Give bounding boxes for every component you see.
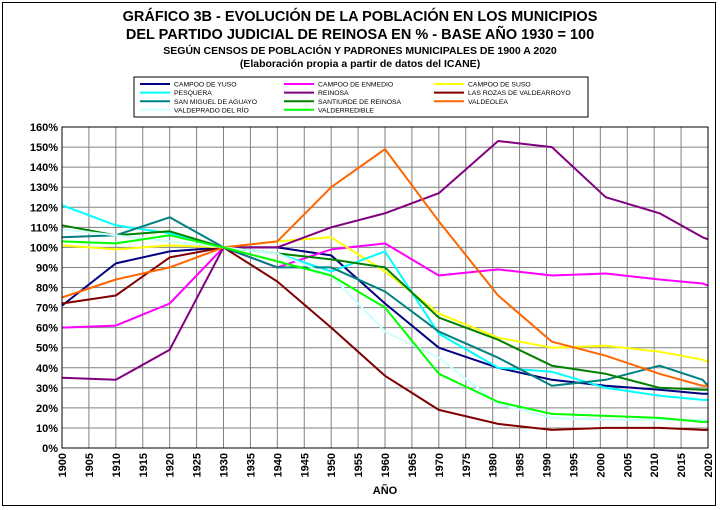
y-tick-label: 20% [36,403,58,415]
series-line-las-rozas-de-valdearroyo [61,246,708,431]
x-tick-label: 1905 [84,453,96,477]
chart-subtitle: SEGÚN CENSOS DE POBLACIÓN Y PADRONES MUN… [163,45,557,57]
series-line-san-miguel-de-aguayo [61,216,709,387]
series-lines [61,140,709,431]
series-line-valdeprado-del-r-o [61,228,708,421]
y-tick-label: 100% [30,242,58,254]
series-line-valdeolea [61,148,708,387]
y-tick-label: 130% [30,182,58,194]
legend-label: VALDEOLEA [468,99,508,106]
series-line-valderredible [61,234,708,423]
plot-border [61,126,709,449]
y-tick-label: 10% [36,423,58,435]
series-line-santiurde-de-reinosa [61,224,708,391]
x-tick-label: 1930 [219,453,231,477]
x-tick-label: 1915 [138,453,150,477]
x-tick-label: 2015 [676,453,688,477]
chart-title-line-2: DEL PARTIDO JUDICIAL DE REINOSA EN % - B… [125,27,595,43]
y-tick-label: 110% [30,222,58,234]
legend-label: LAS ROZAS DE VALDEARROYO [468,90,571,97]
x-tick-label: 1950 [326,453,338,477]
y-tick-label: 120% [30,202,58,214]
series-line-reinosa [61,140,709,381]
legend-label: VALDEPRADO DEL RÍO [174,105,249,114]
y-tick-label: 70% [36,303,58,315]
x-tick-label: 1900 [57,453,69,477]
x-tick-label: 1975 [461,453,473,477]
x-axis-title: AÑO [373,484,398,497]
x-tick-label: 1970 [434,453,446,477]
x-tick-label: 1940 [272,453,284,477]
x-tick-label: 1960 [380,453,392,477]
legend-box [133,76,589,118]
y-tick-label: 140% [30,162,58,174]
x-tick-label: 1935 [245,453,257,477]
x-tick-label: 1945 [299,453,311,477]
y-tick-label: 50% [36,343,58,355]
x-tick-label: 2010 [649,453,661,477]
x-tick-label: 1995 [568,453,580,477]
x-tick-label: 2005 [622,453,634,477]
x-tick-label: 1910 [111,453,123,477]
x-tick-label: 1985 [515,453,527,477]
y-tick-label: 40% [36,363,58,375]
legend: CAMPOO DE YUSO CAMPOO DE ENMEDIO CAMPOO DE… [133,76,589,118]
legend-label: REINOSA [318,90,349,97]
y-tick-label: 30% [36,383,58,395]
series-line-campoo-de-enmedio [61,242,709,329]
legend-label: CAMPOO DE SUSO [468,82,531,89]
x-tick-label: 1920 [165,453,177,477]
legend-label: PESQUERA [174,90,212,97]
x-tick-label: 2000 [595,453,607,477]
y-tick-label: 60% [36,323,58,335]
y-tick-label: 150% [30,142,58,154]
x-tick-label: 1965 [407,453,419,477]
y-tick-label: 90% [36,262,58,274]
grid [61,126,709,449]
y-tick-label: 80% [36,283,58,295]
x-tick-label: 1955 [353,453,365,477]
x-tick-label: 1990 [542,453,554,477]
chart-title-line-1: GRÁFICO 3B - EVOLUCIÓN DE LA POBLACIÓN E… [122,9,598,25]
axes: 0% 10% 20% 30% 40% 50% 60% 70% 80% 90% 100% 110% 120… [30,122,715,497]
y-tick-label: 160% [30,122,58,134]
x-tick-label: 1925 [192,453,204,477]
series-line-campoo-de-yuso [61,246,708,395]
x-tick-label: 2020 [703,453,715,477]
legend-label: CAMPOO DE YUSO [174,82,237,89]
legend-label: SAN MIGUEL DE AGUAYO [174,99,257,106]
legend-label: SANTIURDE DE REINOSA [318,99,402,106]
y-tick-label: 0% [42,443,58,455]
legend-label: VALDERREDIBLE [318,107,374,114]
x-tick-label: 1980 [488,453,500,477]
legend-label: CAMPOO DE ENMEDIO [318,82,393,89]
chart-source-note: (Elaboración propia a partir de datos de… [239,58,481,70]
